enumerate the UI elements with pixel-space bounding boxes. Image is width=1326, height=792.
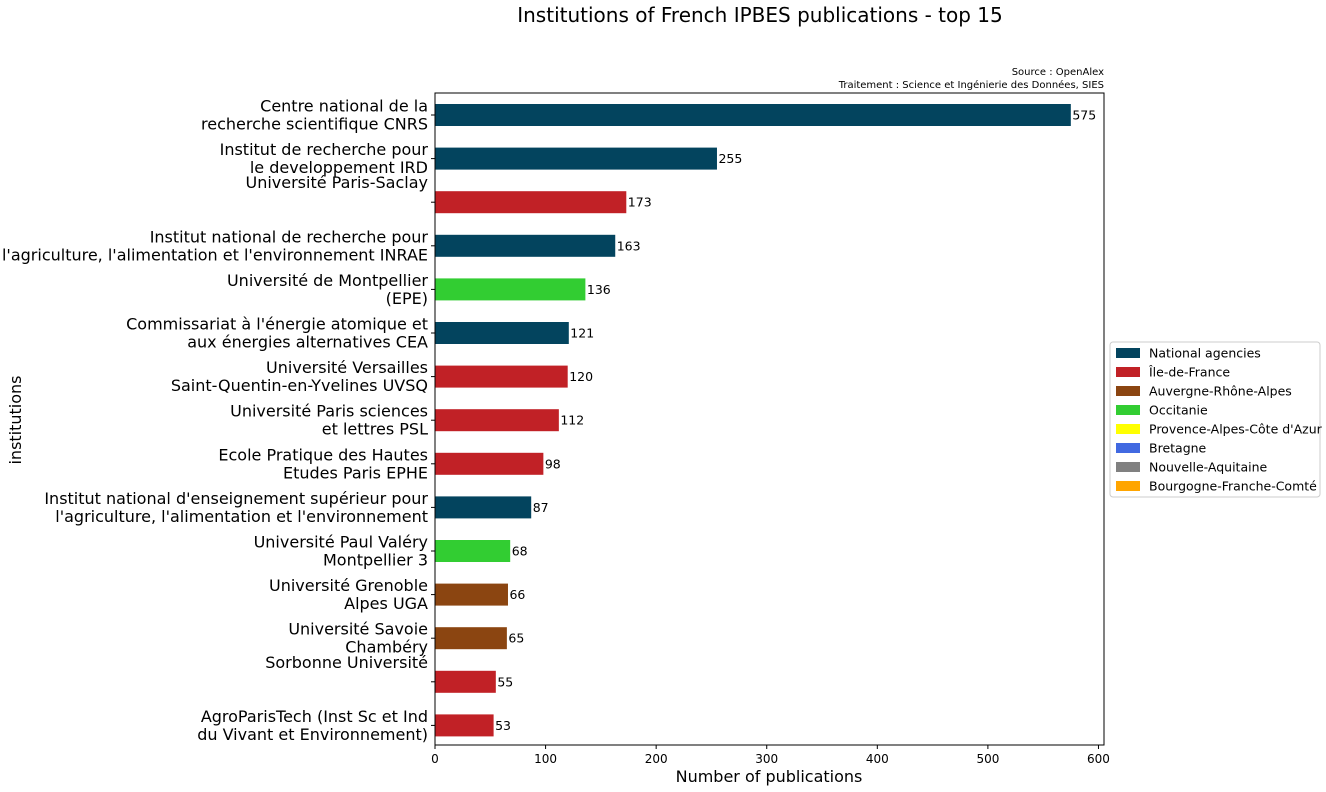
category-label-7: Université Versailles Saint-Quentin-en-Yv… — [171, 358, 428, 395]
bar-12 — [435, 583, 508, 606]
legend-label-7: Nouvelle-Aquitaine — [1149, 460, 1267, 475]
value-label-2: 255 — [718, 151, 742, 166]
value-label-6: 121 — [570, 326, 594, 341]
category-label-4: Institut national de recherche pour l'agr… — [2, 227, 428, 264]
category-label-8: Université Paris sciences et lettres PSL — [230, 402, 428, 439]
category-label-12: Université Grenoble Alpes UGA — [269, 576, 428, 613]
legend-swatch-8 — [1116, 481, 1140, 491]
legend-swatch-3 — [1116, 386, 1140, 396]
bar-8 — [435, 409, 559, 432]
category-label-13: Université Savoie Chambéry — [288, 620, 428, 657]
x-axis-ticks: 0 100 200 300 400 500 600 — [431, 745, 1110, 766]
value-label-13: 65 — [508, 631, 524, 646]
value-label-9: 98 — [545, 456, 561, 471]
category-label-3: Université Paris-Saclay — [245, 173, 428, 192]
legend-label-2: Île-de-France — [1148, 365, 1230, 380]
legend: National agencies Île-de-France Auvergne-R… — [1109, 341, 1323, 498]
value-label-8: 112 — [560, 413, 584, 428]
x-tick-label-500: 500 — [976, 752, 999, 766]
bar-3 — [435, 191, 627, 214]
value-label-5: 136 — [587, 282, 611, 297]
value-label-11: 68 — [512, 544, 528, 559]
legend-label-8: Bourgogne-Franche-Comté — [1149, 479, 1317, 494]
bar-5 — [435, 278, 586, 301]
category-label-2: Institut de recherche pour le developpeme… — [220, 140, 429, 177]
x-tick-label-600: 600 — [1087, 752, 1110, 766]
bar-13 — [435, 627, 507, 650]
legend-frame — [1109, 341, 1321, 498]
bar-15 — [435, 714, 494, 737]
value-label-12: 66 — [509, 587, 525, 602]
category-label-6: Commissariat à l'énergie atomique et aux … — [126, 315, 428, 352]
x-axis-title: Number of publications — [676, 767, 863, 786]
value-label-3: 173 — [628, 195, 652, 210]
source-line-2: Traitement : Science et Ingénierie des D… — [838, 79, 1104, 91]
category-label-15: AgroParisTech (Inst Sc et Ind du Vivant e… — [197, 707, 428, 744]
value-label-10: 87 — [533, 500, 549, 515]
legend-swatch-5 — [1116, 424, 1140, 434]
category-label-10: Institut national d'enseignement supérie… — [44, 489, 428, 526]
value-label-4: 163 — [617, 238, 641, 253]
chart-title: Institutions of French IPBES publication… — [517, 3, 1003, 27]
bar-2 — [435, 147, 717, 170]
category-label-5: Université de Montpellier (EPE) — [227, 271, 428, 308]
category-labels: Centre national de la recherche scientifi… — [2, 97, 435, 744]
x-tick-label-300: 300 — [755, 752, 778, 766]
category-label-1: Centre national de la recherche scientifi… — [201, 97, 428, 134]
legend-label-6: Bretagne — [1149, 441, 1207, 456]
plot-frame — [434, 92, 1105, 746]
bar-9 — [435, 452, 544, 475]
y-axis-title: institutions — [6, 375, 25, 464]
value-label-7: 120 — [569, 369, 593, 384]
category-label-14: Sorbonne Université — [265, 653, 428, 672]
legend-label-5: Provence-Alpes-Côte d'Azur — [1149, 422, 1323, 437]
bar-14 — [435, 670, 496, 693]
bar-7 — [435, 365, 568, 388]
value-label-1: 575 — [1072, 108, 1096, 123]
x-tick-label-400: 400 — [866, 752, 889, 766]
x-tick-label-200: 200 — [645, 752, 668, 766]
legend-label-1: National agencies — [1149, 346, 1261, 361]
category-label-9: Ecole Pratique des Hautes Etudes Paris EP… — [218, 445, 428, 482]
legend-swatch-4 — [1116, 405, 1140, 415]
bar-6 — [435, 322, 569, 344]
x-tick-label-100: 100 — [534, 752, 557, 766]
legend-swatch-6 — [1116, 443, 1140, 453]
source-line-1: Source : OpenAlex — [1012, 67, 1104, 78]
legend-swatch-2 — [1116, 367, 1140, 377]
legend-swatch-7 — [1116, 462, 1140, 472]
bar-10 — [435, 496, 532, 519]
x-tick-label-0: 0 — [431, 752, 439, 766]
legend-label-3: Auvergne-Rhône-Alpes — [1149, 384, 1292, 399]
bar-4 — [435, 234, 616, 257]
category-label-11: Université Paul Valéry Montpellier 3 — [254, 533, 428, 570]
legend-swatch-1 — [1116, 348, 1140, 358]
bar-1 — [435, 104, 1071, 126]
bar-11 — [435, 540, 511, 562]
value-label-14: 55 — [497, 674, 513, 689]
value-label-15: 53 — [495, 718, 511, 733]
bars-layer: 575 255 173 163 136 121 120 112 98 87 68 66 65 55 53 — [435, 104, 1096, 737]
legend-label-4: Occitanie — [1149, 403, 1208, 418]
